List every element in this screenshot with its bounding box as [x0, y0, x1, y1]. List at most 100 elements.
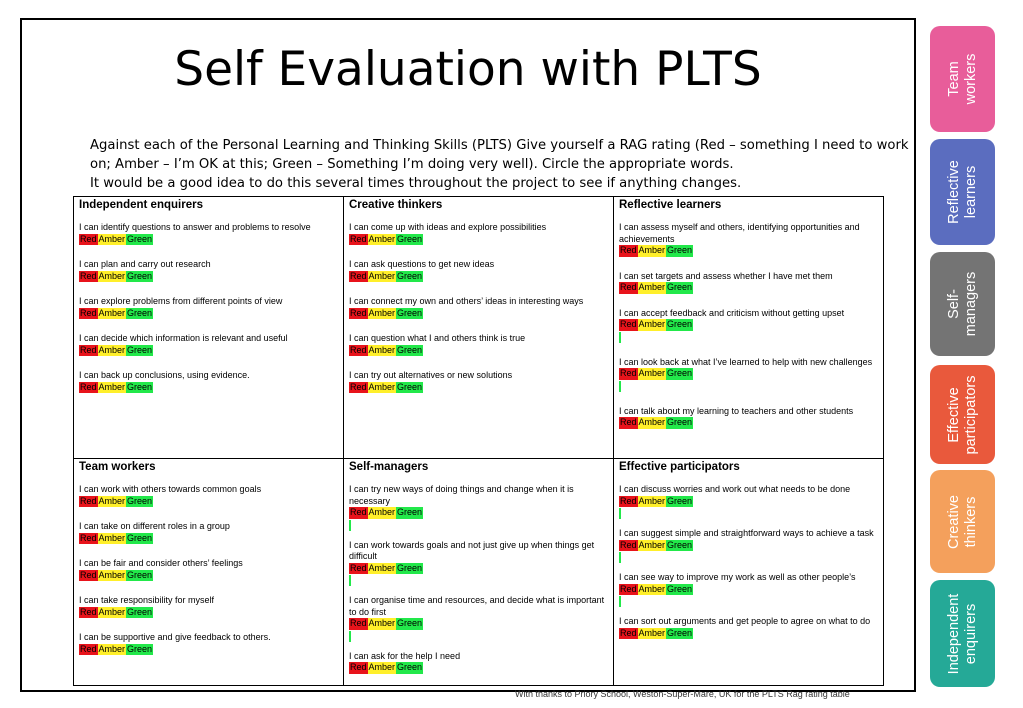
rag-green-option[interactable]: Green: [126, 495, 154, 507]
tab-independent-enquirers[interactable]: Independent enquirers: [930, 580, 995, 687]
tab-label: Creative thinkers: [946, 495, 980, 549]
rag-amber-option[interactable]: Amber: [367, 507, 397, 519]
rag-red-option[interactable]: Red: [619, 417, 638, 429]
rag-green-option[interactable]: Green: [126, 606, 154, 618]
rag-green-option[interactable]: Green: [666, 319, 694, 331]
rag-red-option[interactable]: Red: [619, 495, 638, 507]
rag-green-option[interactable]: Green: [396, 233, 424, 245]
skill-text: I can ask for the help I need: [349, 650, 461, 661]
rag-amber-option[interactable]: Amber: [637, 495, 667, 507]
rag-rating: Red Amber Green: [619, 583, 878, 595]
rag-green-option[interactable]: Green: [666, 282, 694, 294]
rag-green-option[interactable]: Green: [126, 307, 154, 319]
rag-red-option[interactable]: Red: [619, 282, 638, 294]
rag-red-option[interactable]: Red: [79, 606, 98, 618]
rag-red-option[interactable]: Red: [349, 662, 368, 674]
rag-green-option[interactable]: Green: [396, 307, 424, 319]
rag-red-option[interactable]: Red: [349, 233, 368, 245]
rag-green-option[interactable]: Green: [126, 381, 154, 393]
rag-red-option[interactable]: Red: [349, 618, 368, 630]
rag-amber-option[interactable]: Amber: [367, 618, 397, 630]
cell-reflective-learners: Reflective learners I can assess myself …: [613, 196, 884, 459]
rag-amber-option[interactable]: Amber: [97, 643, 127, 655]
rag-amber-option[interactable]: Amber: [367, 233, 397, 245]
rag-red-option[interactable]: Red: [349, 562, 368, 574]
rag-green-option[interactable]: Green: [396, 562, 424, 574]
rag-green-option[interactable]: Green: [126, 344, 154, 356]
rag-green-option[interactable]: Green: [666, 417, 694, 429]
rag-green-option[interactable]: Green: [126, 643, 154, 655]
rag-amber-option[interactable]: Amber: [637, 245, 667, 257]
rag-amber-option[interactable]: Amber: [97, 307, 127, 319]
rag-red-option[interactable]: Red: [349, 381, 368, 393]
rag-amber-option[interactable]: Amber: [367, 662, 397, 674]
tab-creative-thinkers[interactable]: Creative thinkers: [930, 470, 995, 573]
rag-red-option[interactable]: Red: [79, 233, 98, 245]
skill-item: I can ask for the help I need Red Amber Gre…: [349, 651, 608, 674]
rag-red-option[interactable]: Red: [349, 507, 368, 519]
rag-green-option[interactable]: Green: [396, 344, 424, 356]
rag-green-option[interactable]: Green: [126, 569, 154, 581]
cell-heading: Effective participators: [619, 461, 740, 473]
rag-amber-option[interactable]: Amber: [637, 368, 667, 380]
intro-line: It would be a good idea to do this sever…: [90, 176, 742, 191]
rag-red-option[interactable]: Red: [79, 532, 98, 544]
tab-reflective-learners[interactable]: Reflective learners: [930, 139, 995, 245]
rag-red-option[interactable]: Red: [79, 270, 98, 282]
rag-red-option[interactable]: Red: [619, 539, 638, 551]
rag-red-option[interactable]: Red: [349, 270, 368, 282]
rag-amber-option[interactable]: Amber: [97, 495, 127, 507]
rag-green-option[interactable]: Green: [396, 381, 424, 393]
rag-green-option[interactable]: Green: [666, 539, 694, 551]
rag-red-option[interactable]: Red: [619, 245, 638, 257]
rag-amber-option[interactable]: Amber: [637, 319, 667, 331]
rag-green-option[interactable]: Green: [396, 618, 424, 630]
rag-green-option[interactable]: Green: [666, 368, 694, 380]
rag-red-option[interactable]: Red: [79, 569, 98, 581]
rag-red-option[interactable]: Red: [79, 381, 98, 393]
rag-amber-option[interactable]: Amber: [97, 233, 127, 245]
rag-green-option[interactable]: Green: [396, 270, 424, 282]
rag-red-option[interactable]: Red: [79, 344, 98, 356]
rag-red-option[interactable]: Red: [619, 319, 638, 331]
rag-green-option[interactable]: Green: [666, 627, 694, 639]
rag-red-option[interactable]: Red: [619, 368, 638, 380]
rag-amber-option[interactable]: Amber: [97, 606, 127, 618]
rag-green-option[interactable]: Green: [126, 532, 154, 544]
rag-amber-option[interactable]: Amber: [97, 344, 127, 356]
rag-amber-option[interactable]: Amber: [97, 381, 127, 393]
rag-amber-option[interactable]: Amber: [367, 562, 397, 574]
rag-green-option[interactable]: Green: [396, 507, 424, 519]
rag-amber-option[interactable]: Amber: [637, 282, 667, 294]
skill-item: I can talk about my learning to teachers…: [619, 406, 878, 429]
rag-amber-option[interactable]: Amber: [367, 344, 397, 356]
rag-amber-option[interactable]: Amber: [637, 539, 667, 551]
rag-green-option[interactable]: Green: [666, 583, 694, 595]
skill-item: I can see way to improve my work as well…: [619, 572, 878, 607]
rag-amber-option[interactable]: Amber: [367, 381, 397, 393]
tab-team-workers[interactable]: Team workers: [930, 26, 995, 132]
rag-green-option[interactable]: Green: [666, 245, 694, 257]
rag-green-option[interactable]: Green: [126, 270, 154, 282]
rag-green-option[interactable]: Green: [396, 662, 424, 674]
rag-amber-option[interactable]: Amber: [97, 270, 127, 282]
rag-green-option[interactable]: Green: [666, 495, 694, 507]
tab-effective-participators[interactable]: Effective participators: [930, 365, 995, 464]
rag-amber-option[interactable]: Amber: [637, 583, 667, 595]
rag-red-option[interactable]: Red: [349, 307, 368, 319]
rag-red-option[interactable]: Red: [619, 583, 638, 595]
rag-amber-option[interactable]: Amber: [97, 532, 127, 544]
tab-self-managers[interactable]: Self-managers: [930, 252, 995, 356]
rag-red-option[interactable]: Red: [349, 344, 368, 356]
rag-amber-option[interactable]: Amber: [97, 569, 127, 581]
rag-amber-option[interactable]: Amber: [637, 417, 667, 429]
rag-amber-option[interactable]: Amber: [637, 627, 667, 639]
rag-amber-option[interactable]: Amber: [367, 307, 397, 319]
rag-green-option[interactable]: Green: [126, 233, 154, 245]
rag-red-option[interactable]: Red: [79, 495, 98, 507]
cell-heading: Reflective learners: [619, 199, 722, 211]
rag-amber-option[interactable]: Amber: [367, 270, 397, 282]
rag-red-option[interactable]: Red: [79, 643, 98, 655]
rag-red-option[interactable]: Red: [619, 627, 638, 639]
rag-red-option[interactable]: Red: [79, 307, 98, 319]
